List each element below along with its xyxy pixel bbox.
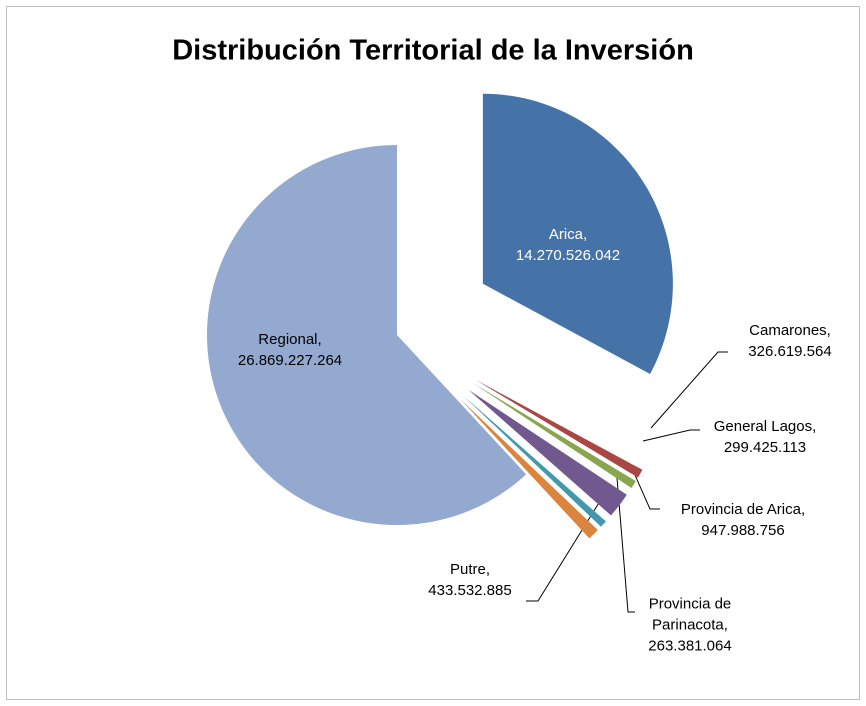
label-value: 299.425.113 xyxy=(723,439,807,456)
label-category: General Lagos, xyxy=(713,418,817,435)
data-label: Provincia de Parinacota, 263.381.064 xyxy=(630,594,750,657)
label-value: 947.988.756 xyxy=(701,522,785,539)
label-category: Provincia de Arica, xyxy=(680,501,806,518)
data-label: Regional, 26.869.227.264 xyxy=(238,329,342,371)
data-label: Arica, 14.270.526.042 xyxy=(516,224,620,266)
data-label: Camarones, 326.619.564 xyxy=(748,320,831,362)
label-category: Camarones, xyxy=(749,322,831,339)
pie-slice xyxy=(468,389,627,516)
leader-line xyxy=(642,429,700,442)
leader-line xyxy=(630,465,660,510)
label-category: Provincia de Parinacota, xyxy=(648,595,732,634)
leader-line xyxy=(650,351,728,429)
label-category: Regional, xyxy=(258,331,322,348)
leader-line xyxy=(616,477,635,613)
pie-slice xyxy=(207,145,527,525)
pie-slice xyxy=(463,395,606,527)
data-label: Putre, 433.532.885 xyxy=(428,559,511,601)
pie-slice xyxy=(473,383,636,489)
label-value: 326.619.564 xyxy=(748,343,832,360)
label-value: 263.381.064 xyxy=(648,637,732,655)
label-category: Putre, xyxy=(449,561,491,578)
data-label: Provincia de Arica, 947.988.756 xyxy=(681,499,805,541)
pie-slice xyxy=(475,379,643,478)
label-value: 433.532.885 xyxy=(428,582,512,599)
chart-title: Distribución Territorial de la Inversión xyxy=(172,35,694,67)
pie-slice xyxy=(482,93,673,374)
pie-slice xyxy=(460,399,598,539)
label-value: 26.869.227.264 xyxy=(237,352,343,369)
label-value: 14.270.526.042 xyxy=(515,247,621,264)
data-label: General Lagos, 299.425.113 xyxy=(714,416,817,458)
label-category: Arica, xyxy=(548,226,588,243)
